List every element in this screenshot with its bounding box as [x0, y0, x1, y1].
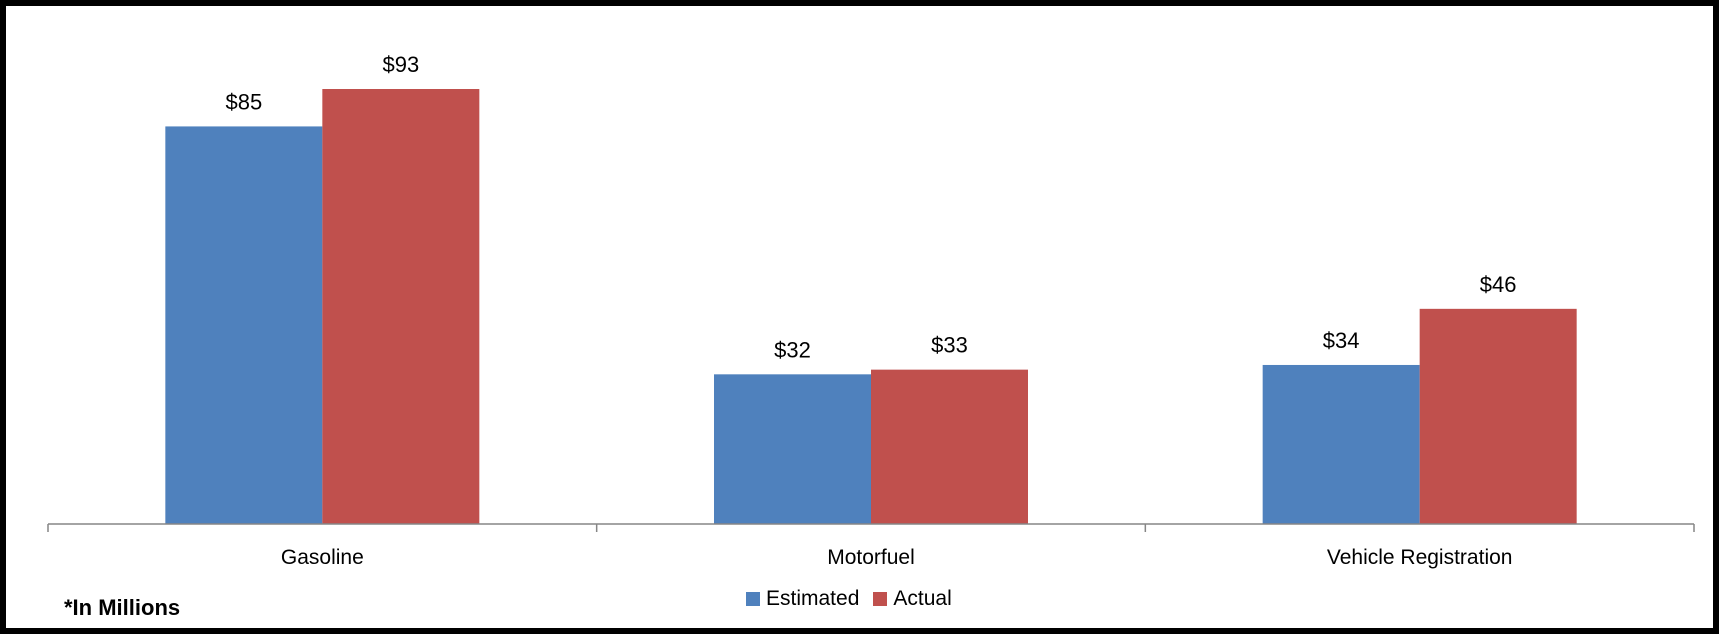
bar-actual-2	[1419, 308, 1577, 524]
data-label-actual-0: $93	[382, 52, 419, 77]
data-label-estimated-0: $85	[225, 89, 262, 114]
bar-chart: $85 $32 $34 $93 $33 $46 Gasoline Motorfuel Vehic…	[47, 52, 1695, 569]
legend: Estimated Actual	[746, 587, 966, 611]
bar-estimated-0	[165, 126, 323, 524]
legend-item-actual: Actual	[873, 587, 952, 611]
x-tick-label-1: Motorfuel	[827, 546, 915, 569]
bar-estimated-2	[1262, 364, 1420, 524]
bar-actual-1	[871, 369, 1028, 524]
data-label-actual-2: $46	[1480, 272, 1517, 297]
data-label-actual-1: $33	[931, 333, 968, 358]
legend-swatch-estimated	[746, 592, 760, 606]
legend-label-estimated: Estimated	[766, 587, 860, 610]
x-tick-label-0: Gasoline	[281, 546, 364, 569]
bar-estimated-1	[714, 374, 871, 524]
bar-actual-0	[322, 89, 480, 524]
units-note: *In Millions	[64, 595, 181, 620]
legend-label-actual: Actual	[893, 587, 952, 610]
data-label-estimated-1: $32	[774, 337, 811, 362]
data-label-estimated-2: $34	[1323, 328, 1360, 353]
legend-item-estimated: Estimated	[746, 587, 859, 611]
x-tick-label-2: Vehicle Registration	[1327, 546, 1513, 569]
legend-swatch-actual	[873, 592, 888, 606]
